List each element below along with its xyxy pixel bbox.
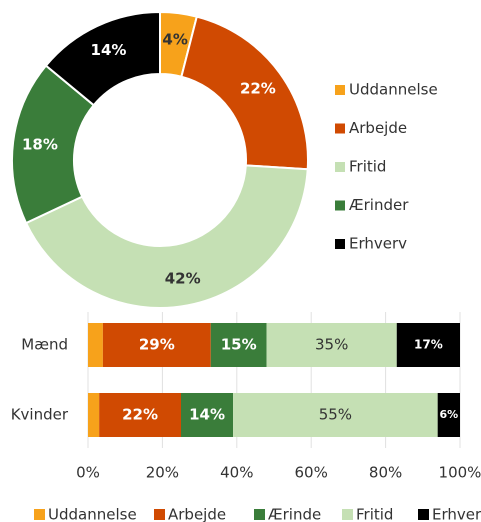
bar-segment [102,323,211,367]
bar-segment [396,323,460,367]
bar-label: 35% [315,336,348,354]
bar-segment [210,323,267,367]
y-tick-label: Kvinder [11,406,69,424]
x-tick-label: 40% [220,464,253,482]
legend-swatch [342,509,353,520]
legend-label: Arbejde [168,506,226,522]
legend-swatch [418,509,429,520]
bar-segment [99,393,181,437]
slice-label: 14% [91,41,127,59]
bar-segment [233,393,438,437]
y-tick-label: Mænd [21,336,68,354]
bar-segment [437,393,460,437]
bar-label: 22% [122,406,158,424]
legend-label: Erhverv [432,506,481,522]
slice-label: 4% [162,30,187,48]
x-tick-label: 80% [369,464,402,482]
legend-label: Fritid [356,506,393,522]
legend-label: Ærinde [268,506,321,522]
legend-label: Uddannelse [349,81,438,99]
donut-slice [24,164,309,309]
legend-swatch [34,509,45,520]
bar-segment [181,393,234,437]
legend-swatch [335,162,345,172]
donut-slice [180,15,309,171]
donut-slice [44,10,161,107]
bar-segment [266,323,397,367]
slice-label: 18% [22,135,58,153]
legend-swatch [154,509,165,520]
x-tick-label: 20% [146,464,179,482]
legend-swatch [335,239,345,249]
bar-label: 29% [139,336,175,354]
legend-swatch [335,200,345,211]
bar-label: 55% [319,406,352,424]
bar-label: 6% [439,408,458,421]
legend-swatch [254,509,265,520]
legend-label: Uddannelse [48,506,137,522]
x-tick-label: 60% [295,464,328,482]
x-tick-label: 0% [76,464,100,482]
legend-label: Arbejde [349,119,407,137]
legend-label: Erhverv [349,235,407,253]
legend-label: Ærinder [349,196,409,214]
legend-swatch [335,85,345,95]
bar-segment [88,393,100,437]
bar-segment [88,323,103,367]
slice-label: 42% [165,269,201,287]
x-tick-label: 100% [439,464,481,482]
bar-label: 14% [189,406,225,424]
legend-swatch [335,123,345,134]
slice-label: 22% [240,79,276,97]
bar-label: 17% [414,338,443,352]
legend-label: Fritid [349,158,386,176]
bar-label: 15% [221,336,257,354]
